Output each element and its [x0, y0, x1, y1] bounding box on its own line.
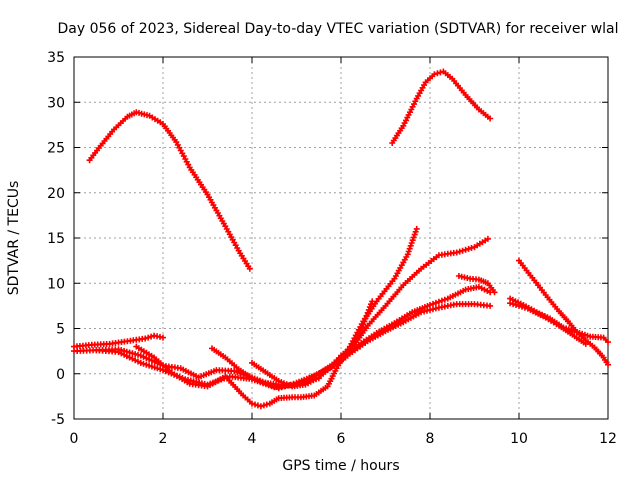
y-tick-label: 35 — [47, 50, 65, 66]
series-points — [320, 301, 494, 374]
chart-title: Day 056 of 2023, Sidereal Day-to-day VTE… — [57, 21, 618, 37]
series-points — [455, 273, 498, 296]
series-arc-1 — [86, 109, 253, 272]
x-tick-label: 0 — [70, 431, 79, 447]
series-points — [507, 300, 589, 347]
series-arc-2 — [389, 68, 494, 146]
y-tick-label: -5 — [51, 412, 65, 428]
series-arc-9 — [320, 301, 494, 374]
series-line — [95, 300, 374, 390]
x-tick-label: 6 — [337, 431, 346, 447]
x-axis-label: GPS time / hours — [282, 458, 399, 474]
x-tick-label: 10 — [510, 431, 528, 447]
series-points — [86, 109, 253, 272]
y-tick-label: 30 — [47, 95, 65, 111]
series-arc-10 — [455, 273, 498, 296]
grid — [74, 57, 608, 419]
y-tick-label: 0 — [56, 367, 65, 383]
x-tick-label: 4 — [248, 431, 257, 447]
series-points — [71, 332, 166, 350]
y-tick-label: 15 — [47, 231, 65, 247]
x-tick-label: 12 — [599, 431, 617, 447]
y-tick-label: 5 — [56, 322, 65, 338]
series-arc-3 — [71, 332, 166, 350]
series-arc-12 — [507, 295, 611, 346]
series-points — [209, 235, 491, 389]
y-axis-label: SDTVAR / TECUs — [6, 181, 22, 296]
series-points — [507, 295, 611, 346]
series-group — [71, 68, 611, 410]
series-arc-13 — [507, 300, 589, 347]
axis-ticks: 0 2 4 6 8 10 12 -5 0 5 10 15 20 25 30 35 — [47, 50, 617, 447]
y-tick-label: 10 — [47, 276, 65, 292]
y-tick-label: 25 — [47, 141, 65, 157]
x-tick-label: 2 — [159, 431, 168, 447]
y-tick-label: 20 — [47, 186, 65, 202]
series-arc-7 — [209, 235, 491, 389]
series-points — [389, 68, 494, 146]
x-tick-label: 8 — [426, 431, 435, 447]
series-line — [517, 259, 610, 366]
